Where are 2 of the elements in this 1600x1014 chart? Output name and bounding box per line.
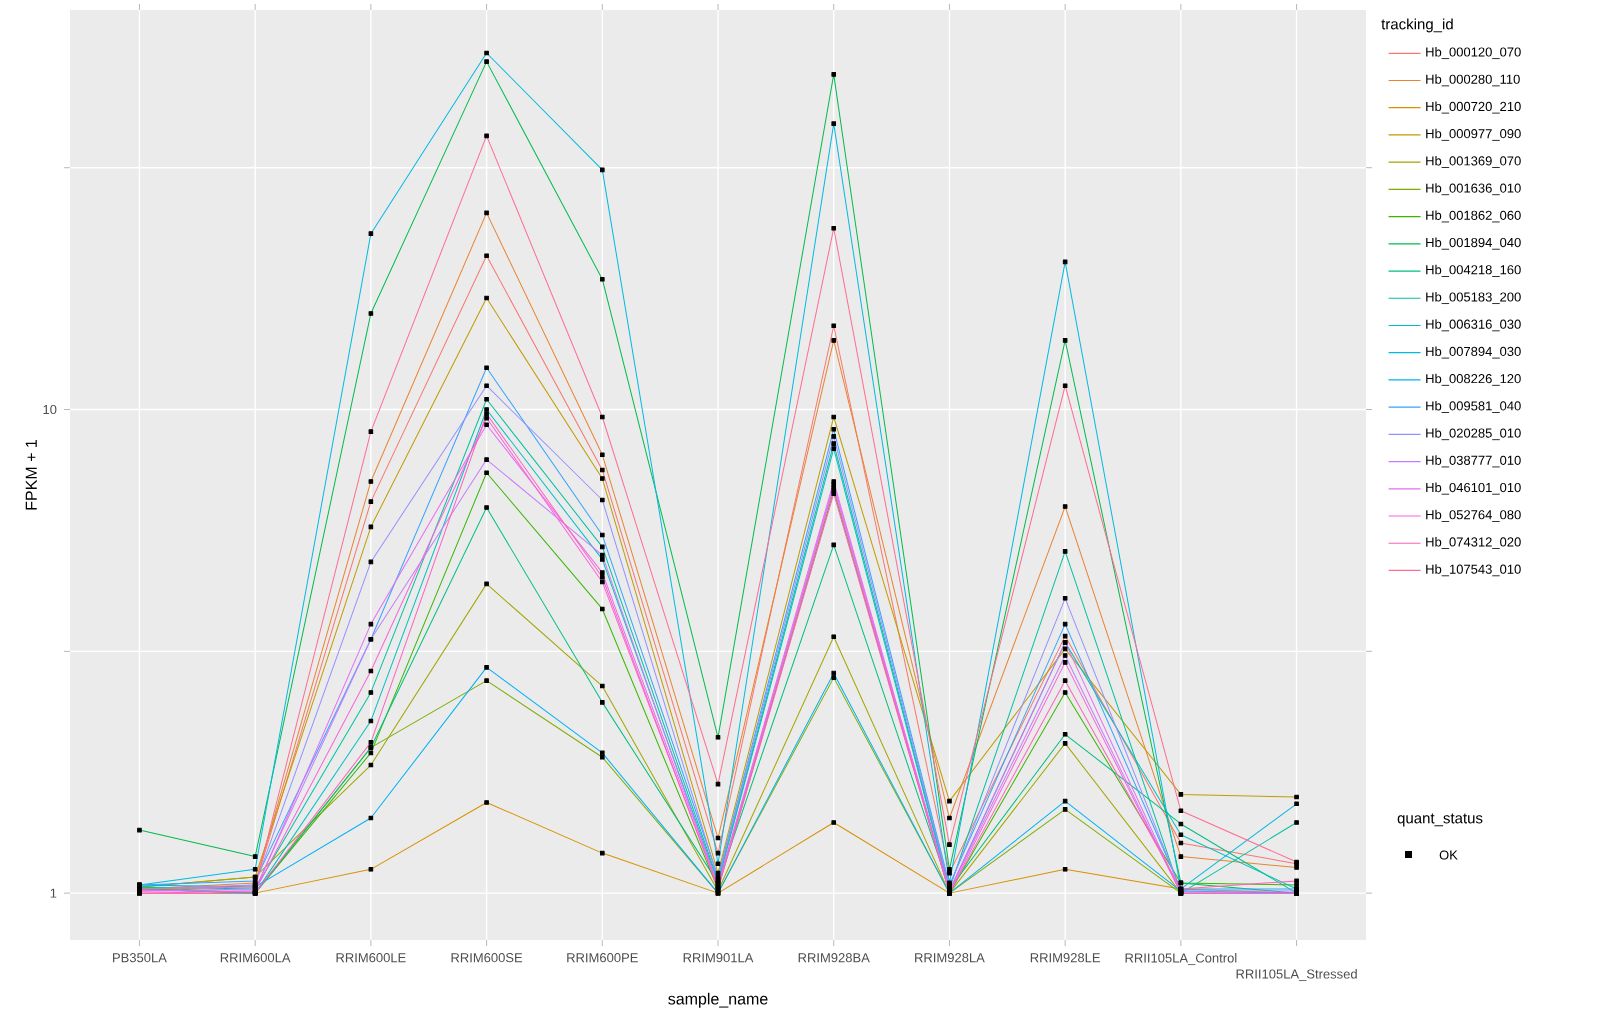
- y-axis-title: FPKM + 1: [25, 439, 37, 510]
- x-axis-title: sample_name: [668, 992, 768, 1008]
